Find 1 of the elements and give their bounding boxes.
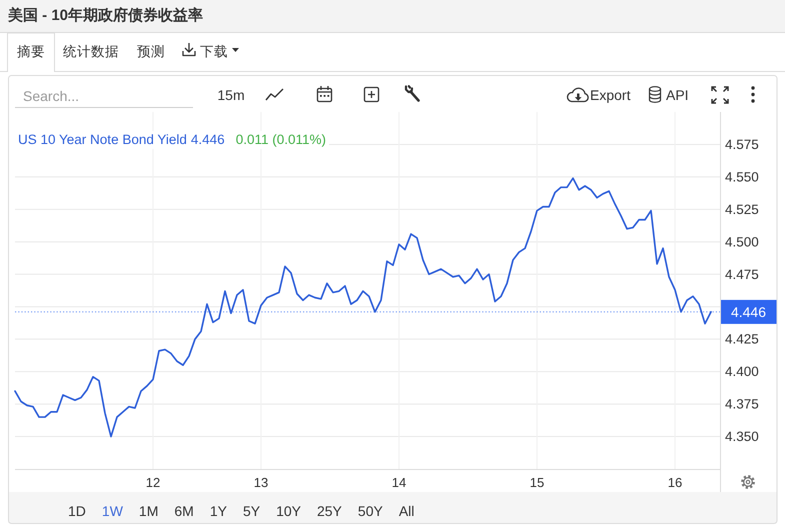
title: 美国 - 10年期政府债券收益率: [8, 7, 204, 24]
